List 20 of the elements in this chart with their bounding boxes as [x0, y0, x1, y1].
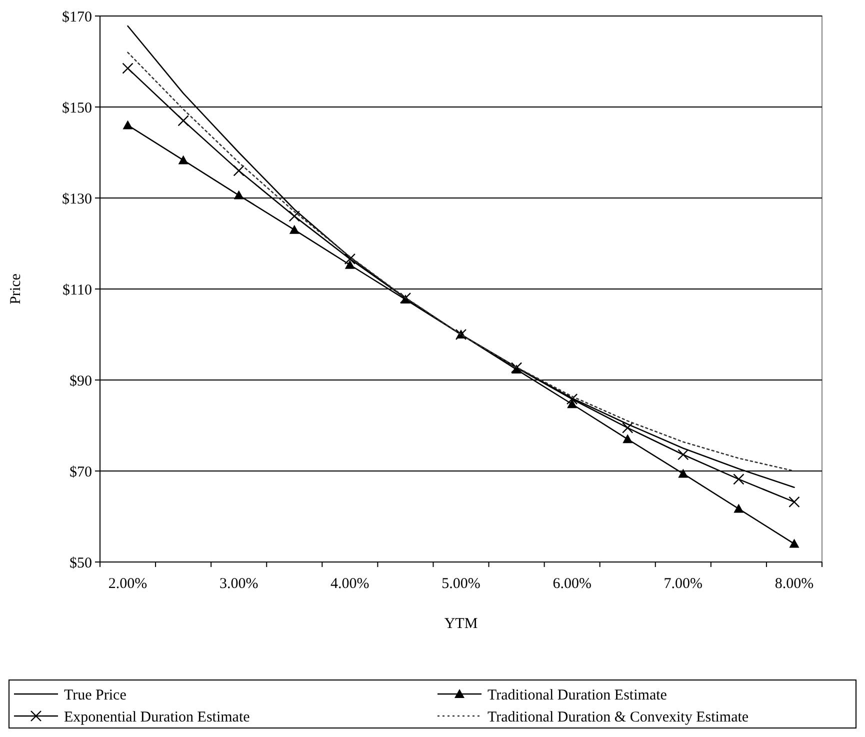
- x-tick-label: 3.00%: [219, 576, 258, 592]
- y-tick-label: $150: [62, 100, 92, 116]
- x-tick-label: 2.00%: [108, 576, 148, 592]
- x-axis-title: YTM: [444, 616, 478, 632]
- y-tick-label: $50: [70, 555, 92, 572]
- legend-label: Exponential Duration Estimate: [64, 709, 250, 726]
- x-tick-label: 7.00%: [664, 576, 703, 592]
- x-tick-label: 4.00%: [330, 576, 370, 592]
- y-tick-label: $170: [62, 9, 92, 26]
- y-axis-title: Price: [8, 273, 24, 304]
- y-tick-label: $70: [70, 464, 92, 480]
- legend-label: Traditional Duration & Convexity Estimate: [488, 709, 749, 726]
- legend-label: True Price: [64, 687, 127, 704]
- x-tick-label: 6.00%: [552, 576, 592, 592]
- x-tick-label: 8.00%: [774, 576, 814, 592]
- x-tick-label: 5.00%: [442, 576, 480, 592]
- legend-label: Traditional Duration Estimate: [488, 687, 668, 704]
- y-tick-label: $90: [70, 373, 92, 390]
- y-tick-label: $110: [62, 282, 92, 298]
- y-tick-label: $130: [62, 191, 92, 208]
